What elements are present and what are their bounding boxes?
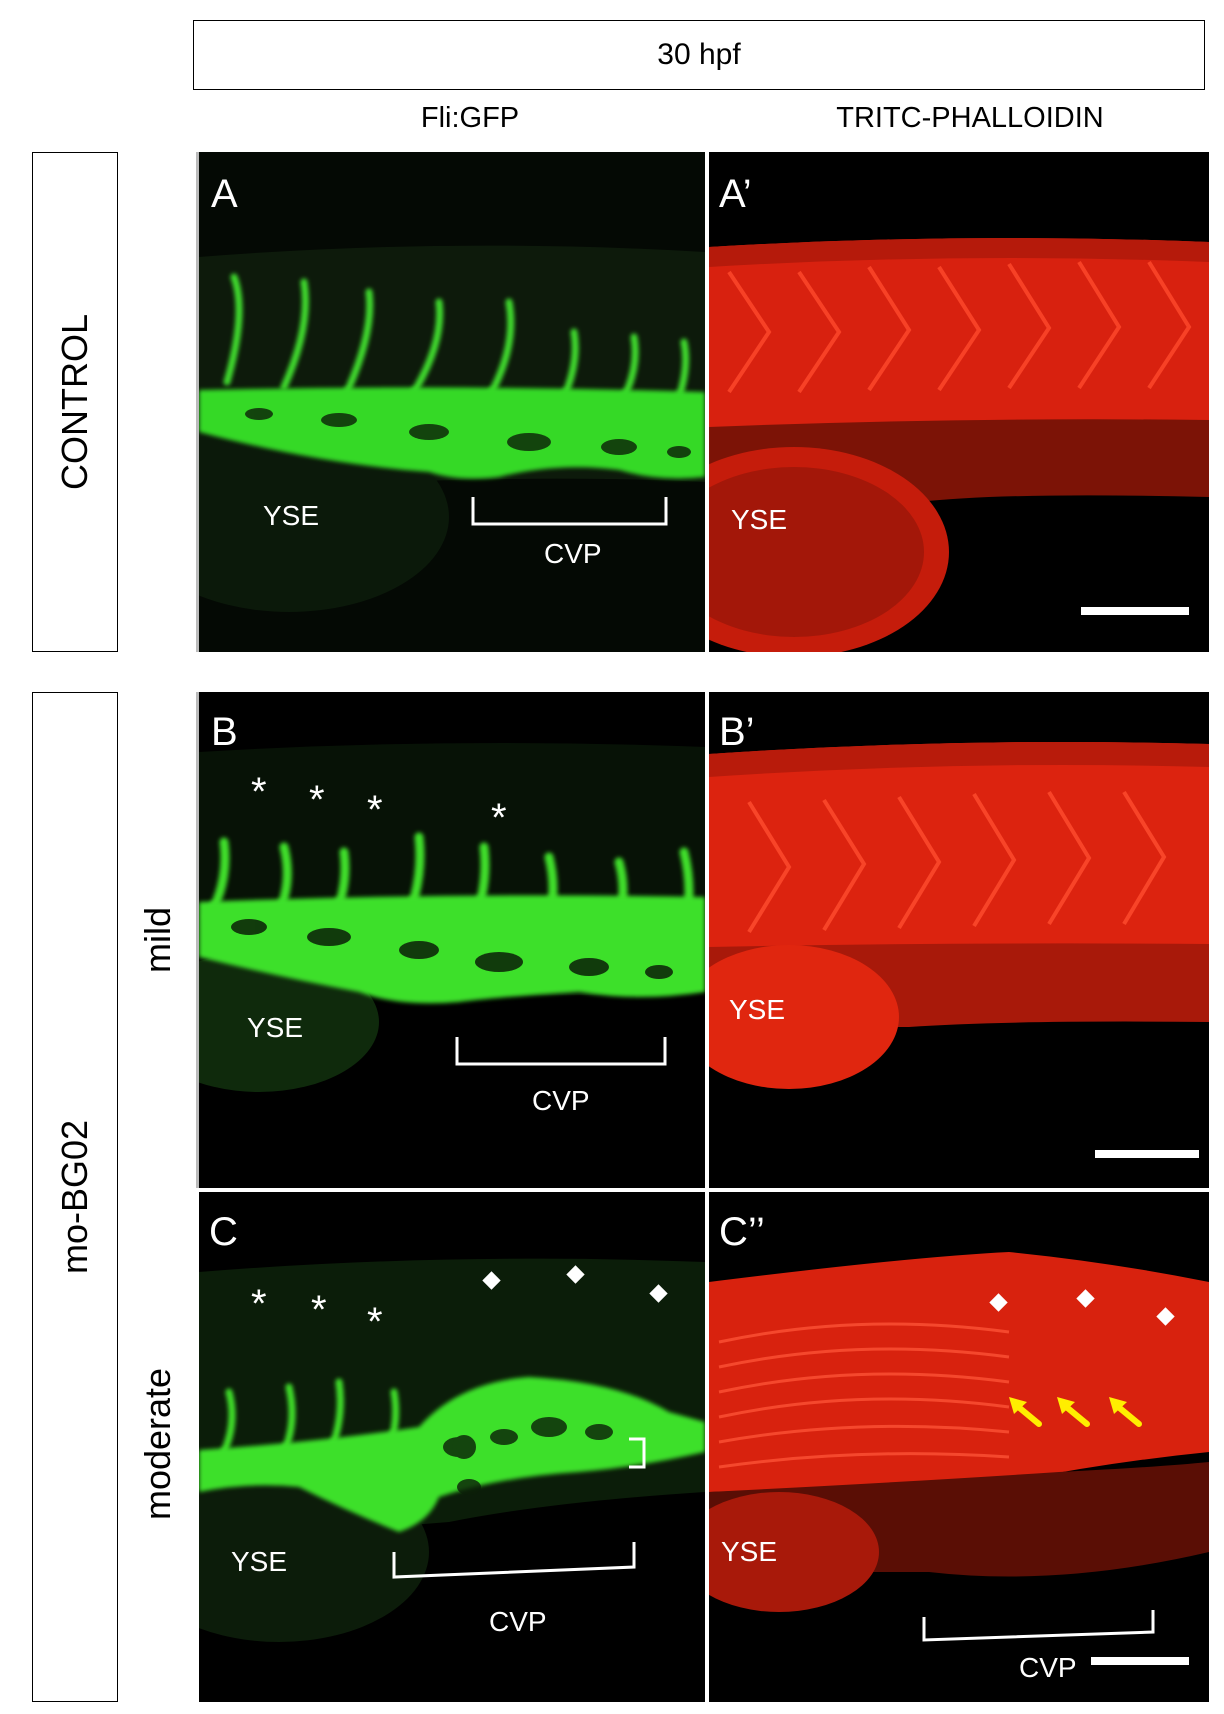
panel-a-prime-image bbox=[709, 152, 1209, 652]
panel-a-prime-phalloidin-control: A’ YSE bbox=[709, 152, 1209, 652]
panel-b-prime-phalloidin-mild: B’ YSE bbox=[709, 692, 1209, 1188]
asterisk-marker: * bbox=[251, 770, 267, 814]
row-label-control: CONTROL bbox=[54, 313, 96, 491]
panel-label-a-prime: A’ bbox=[719, 172, 752, 216]
panel-b-prime-image bbox=[709, 692, 1209, 1188]
panel-c-image bbox=[199, 1192, 705, 1702]
panel-c-double-prime-image bbox=[709, 1192, 1209, 1702]
yse-label: YSE bbox=[231, 1546, 288, 1577]
panel-label-c-double-prime: C’’ bbox=[719, 1210, 765, 1254]
cvp-label: CVP bbox=[489, 1606, 547, 1637]
row-rule-control bbox=[196, 152, 199, 652]
asterisk-marker: * bbox=[251, 1282, 267, 1326]
cvp-label: CVP bbox=[544, 538, 602, 569]
asterisk-marker: * bbox=[311, 1288, 327, 1332]
row-label-treatment: mo-BG02 bbox=[54, 1119, 95, 1275]
yse-label: YSE bbox=[263, 500, 320, 531]
asterisk-marker: * bbox=[309, 778, 325, 822]
stage-header: 30 hpf bbox=[193, 20, 1205, 90]
panel-c-gfp-moderate: C * * * YSE CVP bbox=[199, 1192, 705, 1702]
row-label-treatment-box: mo-BG02 bbox=[32, 692, 118, 1702]
panel-label-b-prime: B’ bbox=[719, 710, 755, 754]
panel-a-image bbox=[199, 152, 705, 652]
cvp-label: CVP bbox=[532, 1085, 590, 1116]
subrow-label-moderate: moderate bbox=[137, 1367, 178, 1521]
panel-b-image bbox=[199, 692, 705, 1188]
panel-label-b: B bbox=[211, 710, 238, 754]
column-label-fli-gfp: Fli:GFP bbox=[420, 102, 520, 134]
asterisk-marker: * bbox=[491, 796, 507, 840]
subrow-label-mild-box: mild bbox=[128, 700, 188, 1180]
asterisk-marker: * bbox=[367, 788, 383, 832]
stage-label: 30 hpf bbox=[657, 38, 741, 71]
column-label-tritc-phalloidin: TRITC-PHALLOIDIN bbox=[836, 102, 1104, 134]
row-rule-mild bbox=[196, 692, 199, 1188]
panel-label-a: A bbox=[211, 172, 238, 216]
panel-b-gfp-mild: B * * * * YSE CVP bbox=[199, 692, 705, 1188]
yse-label: YSE bbox=[721, 1536, 778, 1567]
subrow-label-moderate-box: moderate bbox=[128, 1194, 188, 1694]
panel-a-gfp-control: A YSE CVP bbox=[199, 152, 705, 652]
cvp-label: CVP bbox=[1019, 1652, 1077, 1683]
yse-label: YSE bbox=[731, 504, 788, 535]
asterisk-marker: * bbox=[367, 1300, 383, 1344]
yse-label: YSE bbox=[247, 1012, 304, 1043]
yse-label: YSE bbox=[729, 994, 786, 1025]
panel-label-c: C bbox=[209, 1210, 238, 1254]
panel-c-double-prime-phalloidin-moderate: C’’ YSE CVP bbox=[709, 1192, 1209, 1702]
row-label-control-box: CONTROL bbox=[32, 152, 118, 652]
subrow-label-mild: mild bbox=[137, 906, 179, 974]
